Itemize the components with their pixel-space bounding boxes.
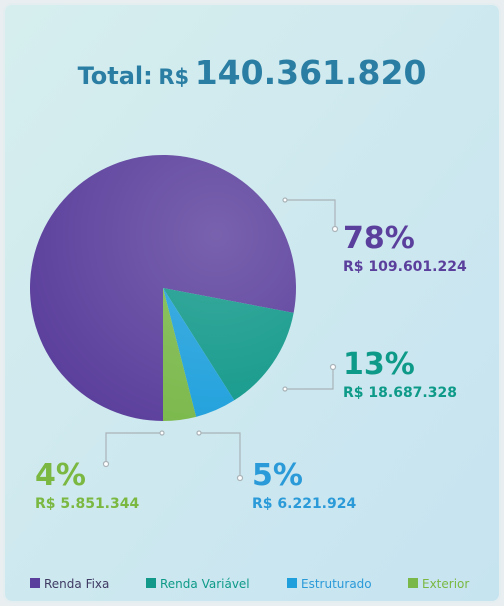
- legend-label: Estruturado: [301, 577, 372, 591]
- percent-label: 5%: [252, 458, 303, 493]
- legend-label: Renda Fixa: [44, 577, 109, 591]
- legend-swatch: [287, 578, 297, 588]
- legend-label: Exterior: [422, 577, 469, 591]
- percent-label: 78%: [343, 221, 415, 256]
- amount-label: R$ 5.851.344: [35, 496, 139, 512]
- amount-label: R$ 109.601.224: [343, 259, 467, 275]
- total: Total: R$ 140.361.820: [78, 53, 427, 92]
- legend-label: Renda Variável: [160, 577, 250, 591]
- amount-label: R$ 18.687.328: [343, 385, 457, 401]
- pie: [29, 155, 297, 422]
- percent-label: 4%: [35, 458, 86, 493]
- amount-label: R$ 6.221.924: [252, 496, 356, 512]
- percent-label: 13%: [343, 347, 415, 382]
- legend-swatch: [408, 578, 418, 588]
- legend-swatch: [30, 578, 40, 588]
- legend-swatch: [146, 578, 156, 588]
- leaders: [102, 197, 339, 482]
